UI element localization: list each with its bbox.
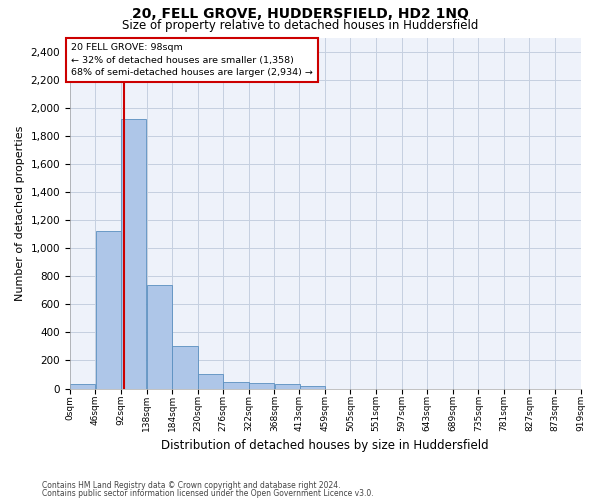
Bar	[299, 386, 325, 388]
Bar	[172, 346, 197, 389]
Text: Contains public sector information licensed under the Open Government Licence v3: Contains public sector information licen…	[42, 488, 374, 498]
Bar	[275, 384, 300, 388]
Y-axis label: Number of detached properties: Number of detached properties	[15, 126, 25, 300]
Bar	[249, 383, 274, 388]
X-axis label: Distribution of detached houses by size in Huddersfield: Distribution of detached houses by size …	[161, 440, 489, 452]
Text: Contains HM Land Registry data © Crown copyright and database right 2024.: Contains HM Land Registry data © Crown c…	[42, 481, 341, 490]
Text: 20, FELL GROVE, HUDDERSFIELD, HD2 1NQ: 20, FELL GROVE, HUDDERSFIELD, HD2 1NQ	[131, 8, 469, 22]
Bar	[223, 382, 248, 388]
Text: Size of property relative to detached houses in Huddersfield: Size of property relative to detached ho…	[122, 19, 478, 32]
Bar	[198, 374, 223, 388]
Bar	[147, 284, 172, 389]
Text: 20 FELL GROVE: 98sqm
← 32% of detached houses are smaller (1,358)
68% of semi-de: 20 FELL GROVE: 98sqm ← 32% of detached h…	[71, 43, 313, 77]
Bar	[95, 232, 121, 388]
Bar	[70, 384, 95, 388]
Bar	[121, 119, 146, 388]
